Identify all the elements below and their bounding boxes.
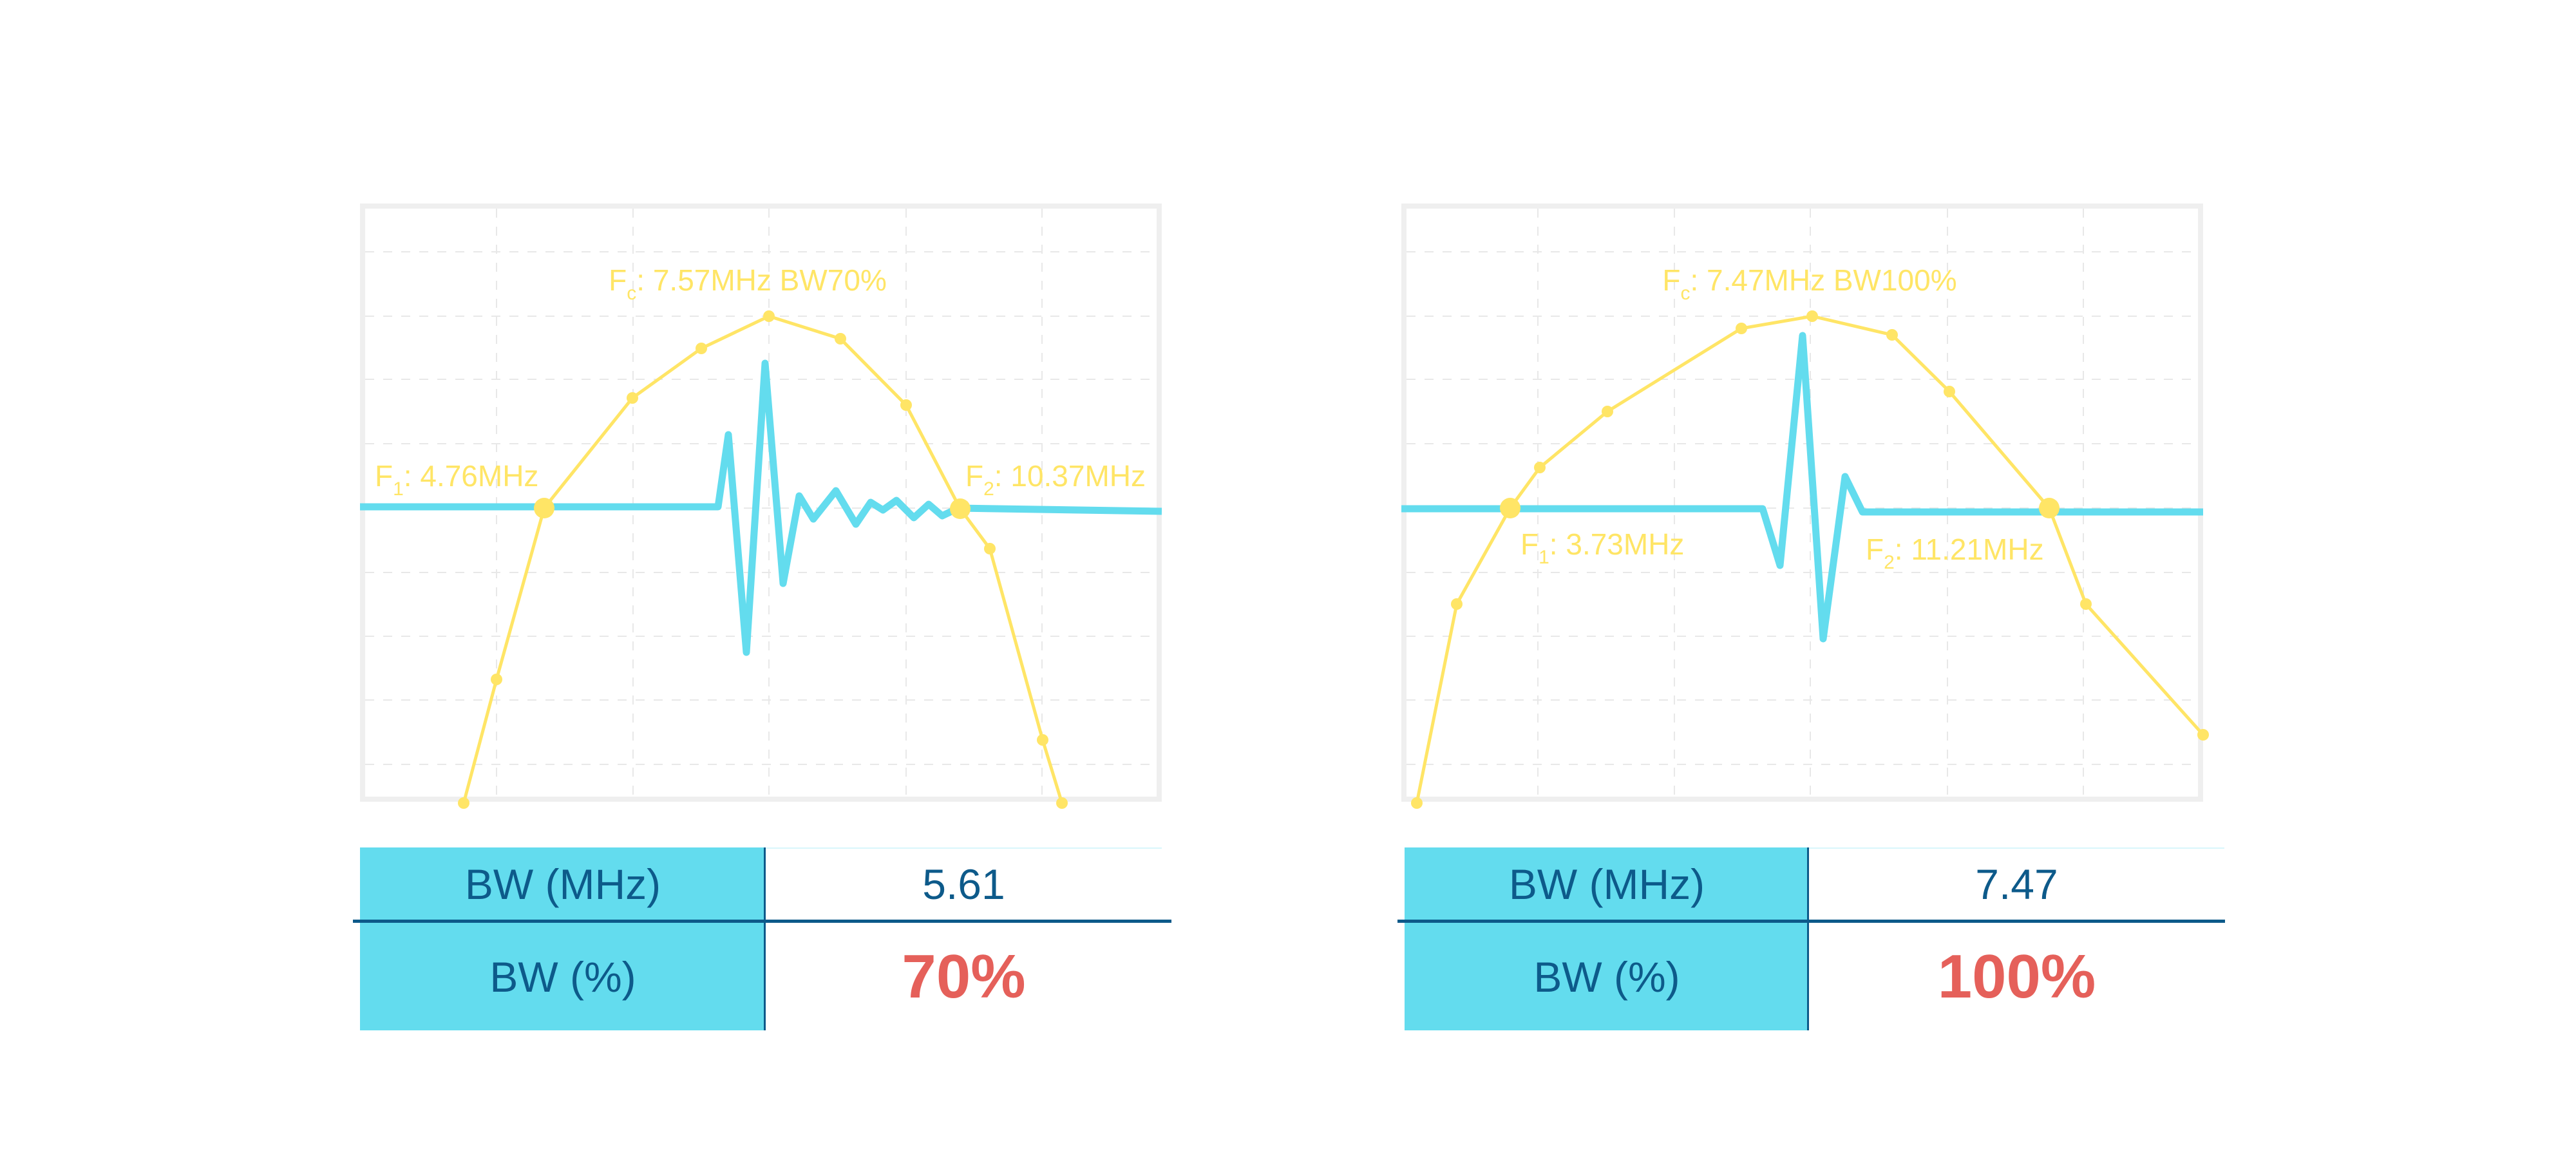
value-bw-percent: 100% xyxy=(1937,941,2096,1011)
value-bw-mhz: 7.47 xyxy=(1975,860,2058,908)
chart-svg: Fc: 7.47MHz BW100%F1: 3.73MHz F2: 11.21MH… xyxy=(1401,203,2209,809)
label-f1: F1: 3.73MHz xyxy=(1520,527,1684,568)
response-point xyxy=(1944,386,1955,397)
label-symbol: F xyxy=(1520,527,1539,561)
response-point xyxy=(458,797,469,809)
label-value: : 10.37MHz xyxy=(994,459,1146,493)
label-value: : 7.57MHz BW70% xyxy=(636,263,887,297)
response-point xyxy=(1602,406,1613,417)
label-value: : 4.76MHz xyxy=(404,459,539,493)
echo-waveform-line xyxy=(1401,332,2203,643)
label-subscript: c xyxy=(1680,283,1690,304)
value-bw-percent: 70% xyxy=(902,941,1026,1011)
cutoff-point xyxy=(534,498,554,518)
label-f2: F2: 10.37MHz xyxy=(965,459,1146,500)
row-divider xyxy=(353,920,1171,923)
response-point xyxy=(1037,734,1048,746)
label-f2: F2: 11.21MHz xyxy=(1866,533,2044,573)
chart-svg: Fc: 7.57MHz BW70%F1: 4.76MHz F2: 10.37MHz xyxy=(360,203,1162,809)
label-value: : 7.47MHz BW100% xyxy=(1690,263,1956,297)
response-point xyxy=(491,674,502,685)
label-value: : 3.73MHz xyxy=(1549,527,1685,561)
bandwidth-chart-70: Fc: 7.57MHz BW70% F1: 4.76MHz F2: 10.37MHz xyxy=(360,203,1162,809)
response-point xyxy=(2080,598,2092,610)
label-f1: F1: 4.76MHz xyxy=(375,459,538,500)
label-symbol: F xyxy=(1866,533,1884,566)
bandwidth-table-70: BW (MHz) 5.61 BW (%) 70% xyxy=(353,847,1171,1030)
row-divider xyxy=(1397,920,2225,923)
response-point xyxy=(627,392,638,404)
table-key-column xyxy=(360,847,766,1030)
response-point xyxy=(2197,729,2209,741)
response-point xyxy=(1806,310,1818,322)
row-label-bw-percent: BW (%) xyxy=(489,952,636,1001)
response-point xyxy=(900,399,912,411)
bandwidth-table-100: BW (MHz) 7.47 BW (%) 100% xyxy=(1397,847,2225,1030)
row-label-bw-mhz: BW (MHz) xyxy=(1508,860,1705,908)
response-point xyxy=(696,343,707,354)
label-symbol: F xyxy=(965,459,983,493)
label-fc: Fc: 7.47MHz BW100% xyxy=(1662,263,1956,304)
response-point xyxy=(835,333,846,345)
cutoff-point xyxy=(2039,498,2060,518)
response-point xyxy=(1534,462,1546,473)
label-subscript: 1 xyxy=(1539,547,1549,568)
response-point xyxy=(763,310,775,322)
row-label-bw-mhz: BW (MHz) xyxy=(464,860,661,908)
frequency-response-line xyxy=(462,314,1064,804)
response-point xyxy=(1451,598,1463,610)
label-symbol: F xyxy=(609,263,627,297)
value-bw-mhz: 5.61 xyxy=(922,860,1005,908)
response-point xyxy=(984,543,996,554)
response-point xyxy=(1736,323,1747,334)
row-label-bw-percent: BW (%) xyxy=(1533,952,1680,1001)
label-fc: Fc: 7.57MHz BW70% xyxy=(609,263,887,304)
frequency-response-line xyxy=(1415,314,2204,804)
label-subscript: 1 xyxy=(393,478,404,500)
response-point xyxy=(1056,797,1068,809)
label-value: : 11.21MHz xyxy=(1895,533,2044,566)
label-subscript: 2 xyxy=(1884,552,1895,573)
label-subscript: c xyxy=(627,283,636,304)
label-symbol: F xyxy=(375,459,393,493)
label-symbol: F xyxy=(1662,263,1680,297)
label-subscript: 2 xyxy=(983,478,994,500)
echo-waveform-line xyxy=(360,359,1162,656)
cutoff-point xyxy=(1500,498,1520,518)
table-top-line xyxy=(1405,847,2224,849)
response-point xyxy=(1411,797,1423,809)
response-point xyxy=(1886,329,1898,341)
cutoff-point xyxy=(950,498,971,519)
table-key-column xyxy=(1405,847,1809,1030)
bandwidth-chart-100: Fc: 7.47MHz BW100% F1: 3.73MHz F2: 11.21MH… xyxy=(1401,203,2209,809)
